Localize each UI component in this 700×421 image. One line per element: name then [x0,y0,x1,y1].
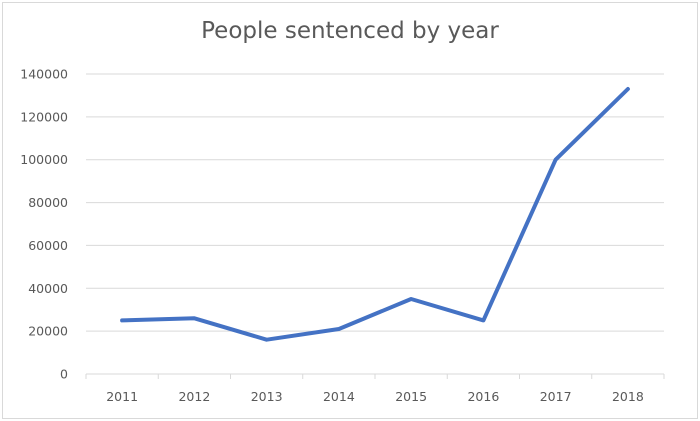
x-tick-label: 2016 [467,389,499,404]
x-tick-label: 2014 [323,389,355,404]
y-tick-label: 140000 [20,67,68,82]
y-tick-label: 60000 [28,238,68,253]
y-tick-label: 80000 [28,195,68,210]
x-tick-label: 2015 [395,389,427,404]
x-tick-label: 2018 [612,389,644,404]
y-tick-label: 120000 [20,109,68,124]
x-tick-label: 2017 [540,389,572,404]
x-tick-label: 2013 [251,389,283,404]
y-tick-label: 0 [60,367,68,382]
y-tick-label: 100000 [20,152,68,167]
x-tick-label: 2011 [106,389,138,404]
chart-title: People sentenced by year [201,18,499,44]
x-tick-label: 2012 [178,389,210,404]
y-tick-label: 20000 [28,324,68,339]
gridlines [86,73,664,332]
data-series [120,87,630,342]
x-axis: 2011 2012 2013 2014 2015 2016 2017 2018 [85,373,665,404]
y-axis: 0 20000 40000 60000 80000 100000 120000 140000 [20,67,68,382]
y-tick-label: 40000 [28,281,68,296]
series-line [120,87,630,342]
